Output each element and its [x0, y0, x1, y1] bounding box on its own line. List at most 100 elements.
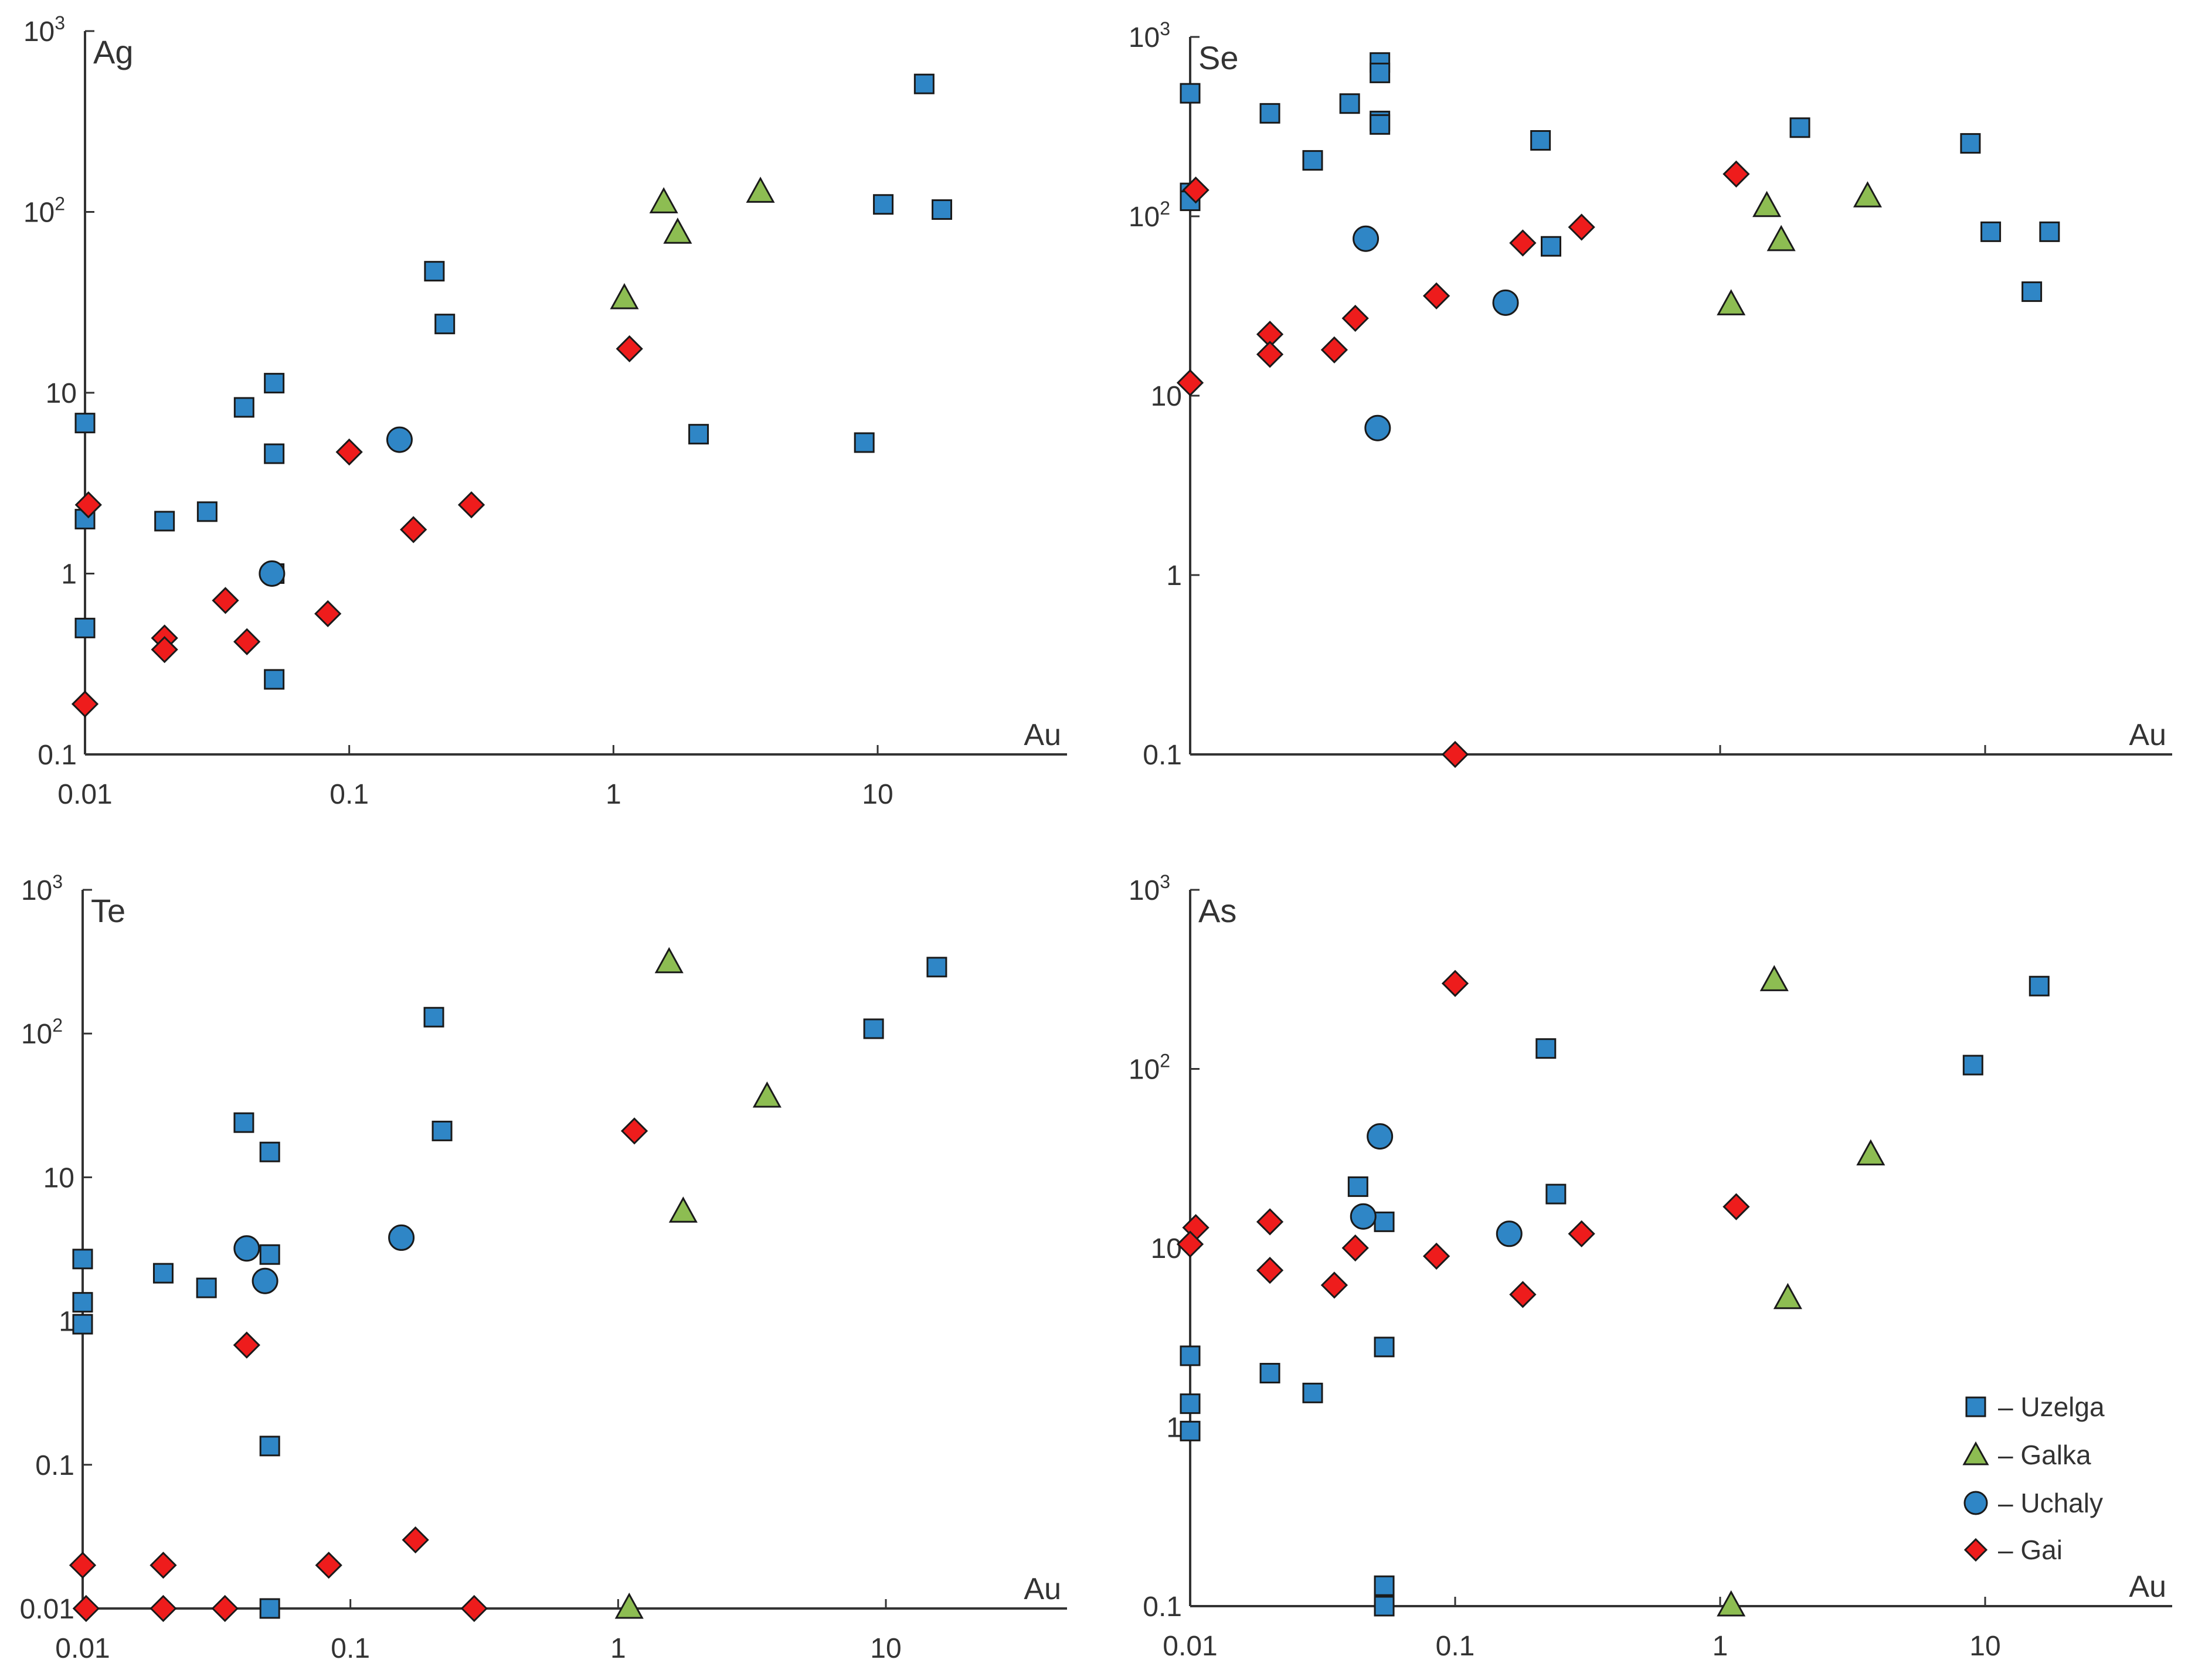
uchaly-point	[252, 1267, 278, 1294]
legend-label: – Galka	[1998, 1440, 2091, 1470]
y-tick-label: 102	[21, 1015, 63, 1050]
uzelga-point	[259, 1598, 280, 1619]
panel-title: Te	[91, 892, 125, 929]
y-tick-label: 102	[1129, 198, 1170, 233]
y-tick-label-base: 10	[1151, 1233, 1182, 1264]
y-tick-label-base: 10	[1129, 875, 1160, 906]
y-tick-label: 1	[59, 1307, 74, 1338]
y-tick-label-base: 10	[43, 1162, 74, 1193]
gai-point	[233, 1331, 260, 1359]
gai-point	[1568, 1220, 1595, 1247]
galka-point	[752, 1081, 782, 1108]
y-tick-label-base: 0.1	[1143, 740, 1182, 771]
gai-point	[1320, 1271, 1348, 1299]
gai-point	[400, 516, 427, 543]
y-tick-label: 10	[46, 378, 77, 409]
legend-item-galka: – Galka	[1958, 1437, 2091, 1472]
uchaly-point	[1492, 289, 1519, 316]
y-tick-label-base: 10	[23, 198, 55, 229]
uzelga-point	[1960, 133, 1981, 154]
gai-point	[1509, 229, 1537, 257]
uzelga-point	[432, 1120, 453, 1141]
y-tick-label: 103	[23, 12, 65, 47]
galka-point	[668, 1196, 698, 1223]
uzelga-point	[1374, 1575, 1395, 1596]
uchaly-point	[388, 1224, 415, 1251]
x-axis-label: Au	[2129, 718, 2166, 752]
uzelga-point	[196, 1277, 217, 1298]
y-tick-label-exponent: 2	[55, 193, 65, 215]
uzelga-point	[1535, 1038, 1557, 1059]
uzelga-point	[264, 669, 285, 690]
gai-point	[1568, 213, 1595, 241]
uzelga-point	[1302, 150, 1323, 171]
x-tick-label: 0.01	[55, 1633, 110, 1664]
galka-point	[610, 283, 639, 310]
uzelga-point	[74, 413, 96, 434]
uzelga-point	[1545, 1184, 1567, 1205]
uzelga-point	[1374, 1596, 1395, 1617]
uzelga-point	[932, 199, 953, 220]
gai-point	[1722, 160, 1750, 188]
uzelga-point	[1541, 236, 1562, 257]
x-tick-label: 1	[610, 1633, 626, 1664]
uzelga-point	[72, 1292, 93, 1313]
uzelga-point	[854, 432, 875, 453]
x-tick-label: 0.1	[329, 779, 369, 810]
y-tick-label: 102	[1129, 1050, 1170, 1086]
y-tick-label-exponent: 3	[55, 12, 65, 33]
y-tick-label-exponent: 3	[1160, 18, 1170, 39]
legend-item-uzelga: – Uzelga	[1958, 1389, 2105, 1424]
uzelga-point	[1180, 1420, 1201, 1441]
y-tick-label-base: 10	[23, 16, 55, 47]
uchaly-point	[1350, 1203, 1377, 1230]
uzelga-point	[873, 194, 894, 215]
uchaly-point	[386, 426, 413, 453]
uchaly-point	[1364, 414, 1391, 441]
y-tick-label: 10	[43, 1162, 74, 1193]
x-axis-label: Au	[2129, 1570, 2166, 1604]
gai-point	[1422, 282, 1450, 310]
uzelga-point	[1980, 221, 2002, 242]
x-tick-label: 10	[870, 1633, 901, 1664]
y-tick-label: 103	[1129, 871, 1170, 906]
gai-point	[69, 1552, 97, 1579]
gai-point	[314, 600, 342, 628]
x-tick-label: 0.01	[1163, 1631, 1217, 1662]
gai-point	[457, 491, 485, 519]
x-tick-label: 10	[862, 779, 893, 810]
panel-title: Ag	[93, 33, 134, 70]
diamond-icon	[1963, 1538, 1988, 1562]
y-tick-label-base: 0.01	[20, 1594, 74, 1625]
uzelga-point	[2021, 281, 2043, 302]
galka-point	[1717, 289, 1746, 315]
galka-point	[663, 217, 692, 244]
y-tick-label-exponent: 3	[52, 871, 63, 892]
gai-point	[616, 335, 643, 363]
triangle-icon	[1962, 1441, 1989, 1465]
y-tick-label-exponent: 2	[1160, 198, 1170, 219]
gai-point	[1441, 970, 1469, 997]
gai-point	[1256, 1257, 1284, 1284]
gai-point	[212, 587, 239, 614]
y-tick-label: 103	[1129, 18, 1170, 53]
uzelga-point	[1962, 1055, 1983, 1076]
uzelga-point	[2039, 221, 2060, 242]
uzelga-point	[154, 511, 175, 532]
y-tick-label-base: 1	[61, 559, 77, 590]
uzelga-point	[74, 617, 96, 638]
gai-point	[233, 628, 261, 655]
galka-point	[614, 1592, 644, 1619]
uzelga-point	[926, 957, 947, 978]
uchaly-point	[259, 560, 286, 587]
y-tick-label-base: 10	[21, 875, 52, 906]
galka-point	[1717, 1590, 1746, 1617]
uzelga-point	[1259, 1363, 1280, 1384]
gai-point	[315, 1552, 342, 1579]
gai-point	[1256, 341, 1284, 368]
gai-point	[1509, 1281, 1537, 1308]
uzelga-point	[1180, 83, 1201, 104]
gai-point	[460, 1594, 488, 1623]
legend-item-gai: – Gai	[1958, 1532, 2063, 1567]
